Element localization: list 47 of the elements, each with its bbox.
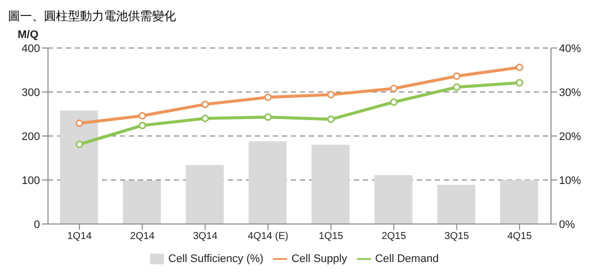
point (390, 84, 398, 92)
y2-tick-label: 0% (559, 218, 576, 231)
x-tick-label: 2Q15 (382, 231, 406, 242)
legend-label: Cell Demand (375, 252, 439, 265)
bar (374, 175, 412, 224)
bar (437, 184, 476, 224)
point (201, 114, 209, 122)
point (327, 116, 335, 124)
bar (248, 141, 287, 224)
point (76, 140, 84, 148)
point (516, 79, 524, 87)
point (138, 112, 146, 120)
bar (312, 144, 350, 224)
legend-label: Cell Sufficiency (%) (168, 252, 264, 265)
x-tick-label: 3Q15 (444, 231, 470, 242)
legend-label: Cell Supply (291, 252, 348, 265)
x-tick-label: 1Q15 (318, 231, 344, 242)
point (390, 98, 398, 106)
y-tick-label: 100 (22, 174, 40, 187)
y-tick-label: 400 (22, 42, 40, 55)
chart-title: 圖一、圓柱型動力電池供需變化 (8, 8, 177, 25)
x-tick-label: 1Q14 (67, 231, 92, 242)
point (201, 100, 209, 108)
y-tick-label: 300 (22, 86, 40, 99)
y2-tick-label: 20% (559, 130, 582, 143)
point (264, 113, 272, 121)
x-tick-label: 4Q14 (E) (248, 231, 288, 242)
y-tick-label: 200 (22, 130, 40, 143)
bar (60, 110, 98, 224)
point (452, 83, 460, 91)
point (264, 94, 272, 102)
x-tick-label: 2Q14 (130, 231, 155, 242)
bar (186, 165, 224, 224)
bar (122, 180, 161, 224)
y2-tick-label: 30% (559, 86, 582, 99)
y-axis-title: M/Q (18, 29, 39, 41)
point (76, 119, 84, 127)
point (452, 72, 460, 80)
bar (500, 180, 538, 224)
y2-tick-label: 40% (559, 42, 582, 55)
y-tick-label: 0 (34, 218, 40, 231)
x-tick-label: 4Q15 (507, 231, 532, 242)
point (327, 90, 335, 98)
y2-tick-label: 10% (559, 174, 582, 187)
x-tick-label: 3Q14 (192, 231, 218, 242)
point (516, 64, 524, 72)
point (138, 122, 146, 130)
